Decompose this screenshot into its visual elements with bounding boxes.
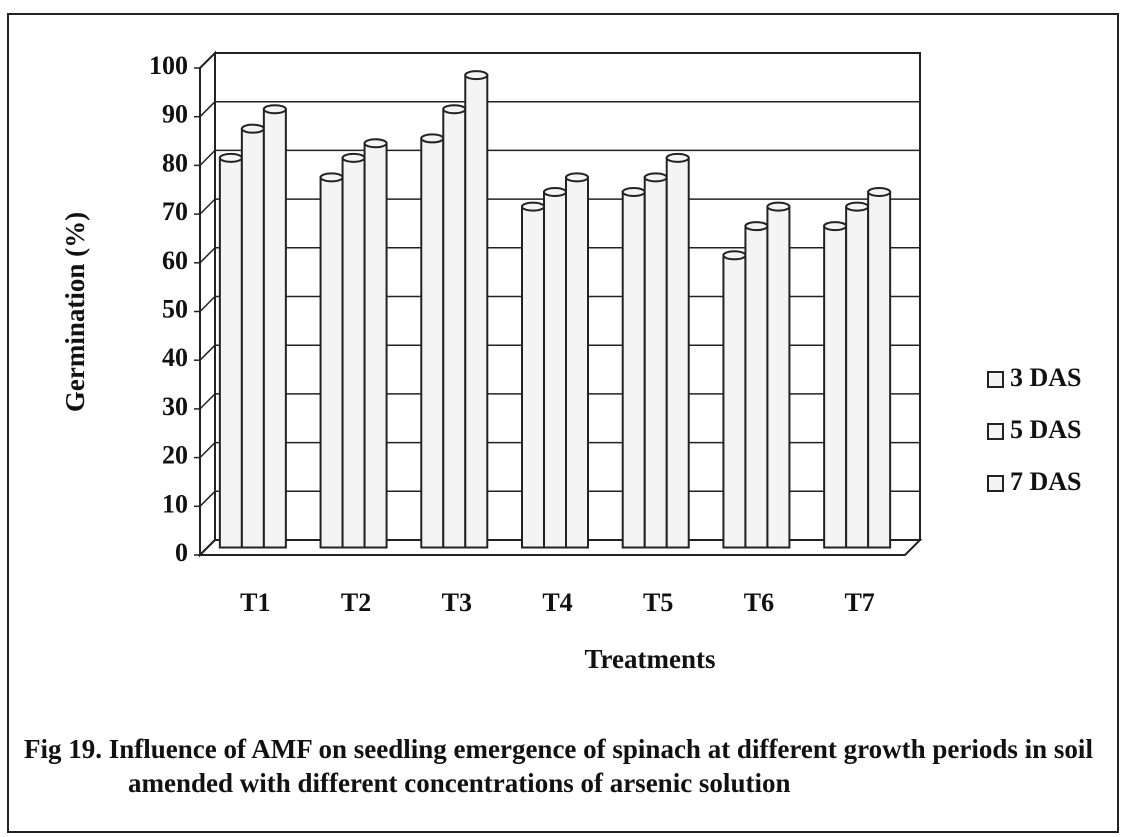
bar-cap (262, 104, 287, 115)
x-tick-label: T1 (240, 588, 270, 617)
y-tick-label: 40 (162, 343, 188, 372)
legend-swatch (987, 371, 1004, 388)
bar (823, 225, 848, 549)
bar-cap (621, 186, 646, 197)
grid-line-side (199, 149, 216, 166)
y-tick-label: 50 (162, 294, 188, 323)
legend-swatch (987, 423, 1004, 440)
bar (543, 190, 567, 549)
y-tick-label: 60 (162, 246, 188, 275)
grid-line-side (199, 393, 216, 410)
bar-cap (319, 172, 344, 183)
caption: Fig 19. Influence of AMF on seedling eme… (24, 734, 1093, 798)
bar-cap (521, 201, 545, 212)
bar-cap (744, 221, 769, 232)
bar (319, 176, 344, 549)
grid-line-side (199, 295, 216, 313)
x-tick-label: T4 (542, 588, 572, 617)
bar (218, 156, 243, 549)
bar (766, 205, 791, 549)
bar-cap (341, 152, 366, 163)
bar (442, 108, 467, 549)
bar-cap (665, 152, 690, 163)
x-tick-label: T5 (643, 588, 673, 617)
y-tick-label: 80 (162, 148, 188, 177)
grid-line-side (199, 52, 216, 69)
bar (565, 176, 589, 549)
legend-swatch (987, 475, 1004, 492)
bar (262, 108, 287, 549)
bar (464, 74, 489, 549)
x-tick-label: T6 (744, 588, 774, 617)
grid-line-side (199, 539, 216, 556)
legend-label: 5 DAS (1010, 415, 1082, 444)
bar (643, 176, 668, 549)
x-tick-label: T7 (844, 588, 874, 617)
grid-line-side (199, 490, 216, 507)
grid-line-side (199, 442, 216, 459)
bar (744, 225, 769, 549)
bar-cap (218, 152, 243, 163)
y-tick-label: 0 (175, 538, 188, 567)
bar-cap (420, 133, 445, 144)
grid-line-side (199, 247, 216, 264)
bar-cap (867, 186, 892, 197)
bar (240, 127, 265, 549)
bar-cap (845, 201, 870, 212)
bar-cap (722, 250, 747, 261)
bar (845, 205, 870, 549)
bar-cap (565, 172, 589, 183)
bar (521, 205, 545, 549)
x-axis-label: Treatments (585, 644, 716, 674)
bar-cap (823, 221, 848, 232)
bar-cap (442, 104, 467, 115)
y-tick-label: 30 (162, 392, 188, 421)
y-tick-label: 10 (162, 489, 188, 518)
bar-cap (464, 70, 489, 81)
bar-cap (543, 186, 567, 197)
bar-cap (363, 138, 388, 149)
grid-line-side (199, 198, 216, 215)
y-tick-label: 20 (162, 441, 188, 470)
y-axis-label: Germination (%) (60, 212, 90, 412)
legend-label: 7 DAS (1010, 467, 1082, 496)
bar (867, 190, 892, 549)
grid-line-side (199, 344, 216, 361)
y-tick-label: 70 (162, 197, 188, 226)
bar (420, 137, 445, 549)
y-tick-label: 90 (162, 100, 188, 129)
bar-cap (643, 172, 668, 183)
grid-line-side (199, 101, 216, 118)
figure-frame (7, 13, 1119, 833)
bar-cap (240, 123, 265, 134)
bar (722, 254, 747, 549)
y-tick-label: 100 (149, 51, 188, 80)
bar (621, 190, 646, 549)
legend-label: 3 DAS (1010, 363, 1082, 392)
bar (341, 156, 366, 549)
bar (665, 156, 690, 549)
bar (363, 142, 388, 549)
x-tick-label: T3 (442, 588, 472, 617)
x-tick-label: T2 (341, 588, 371, 617)
bar-cap (766, 201, 791, 212)
